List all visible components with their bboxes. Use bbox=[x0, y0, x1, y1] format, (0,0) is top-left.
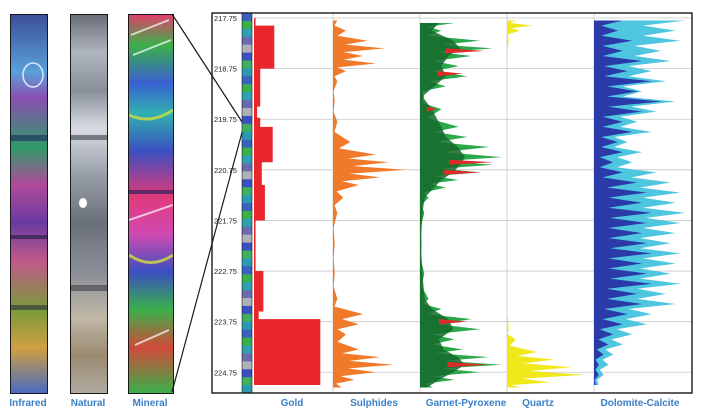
core-strip-segment bbox=[242, 274, 252, 283]
core-strip-segment bbox=[242, 329, 252, 339]
chart-frame bbox=[211, 12, 693, 394]
garnet-pyroxene-red-spike bbox=[444, 169, 481, 175]
core-strip-segment bbox=[242, 108, 252, 117]
core-image-mineral bbox=[128, 14, 174, 394]
core-strip-segment bbox=[242, 52, 252, 61]
quartz-area bbox=[507, 20, 585, 388]
core-strip-segment bbox=[242, 203, 252, 212]
depth-tick-label: 219.75 bbox=[214, 115, 237, 124]
core-strip-segment bbox=[242, 131, 252, 141]
sulphides-area bbox=[333, 20, 407, 388]
track-label-garnet-pyroxene: Garnet-Pyroxene bbox=[425, 398, 507, 409]
core-strip-segment bbox=[242, 385, 252, 394]
garnet-pyroxene-red-spike bbox=[426, 106, 438, 112]
core-image-infrared bbox=[10, 14, 48, 394]
core-strip-segment bbox=[242, 155, 252, 164]
core-strip-segment bbox=[242, 92, 252, 101]
gold-area bbox=[254, 18, 321, 385]
core-strip-segment bbox=[242, 313, 252, 323]
core-image-natural bbox=[70, 14, 108, 394]
core-strip-segment bbox=[242, 163, 252, 172]
core-strip-segment bbox=[242, 139, 252, 149]
depth-tick-label: 223.75 bbox=[214, 318, 237, 327]
depth-ticks: 217.75 218.75 219.75 220.75 221.75 222.75 223.… bbox=[214, 14, 237, 377]
core-label-mineral: Mineral bbox=[132, 398, 168, 409]
core-strip-segment bbox=[242, 369, 252, 378]
track-label-gold: Gold bbox=[280, 398, 304, 409]
core-strip-segment bbox=[242, 179, 252, 188]
core-strip-segment bbox=[242, 20, 252, 30]
core-strip-segment bbox=[242, 147, 252, 156]
core-strip-segment bbox=[242, 250, 252, 259]
track-label-quartz: Quartz bbox=[522, 398, 554, 409]
core-strip-segment bbox=[242, 266, 252, 275]
mini-core-strip bbox=[241, 12, 253, 394]
core-strip-segment bbox=[242, 258, 252, 267]
track-label-dolomite-calcite: Dolomite-Calcite bbox=[600, 398, 680, 409]
core-strip-segment bbox=[242, 321, 252, 331]
core-strip-segment bbox=[242, 377, 252, 386]
core-strip-segment bbox=[242, 123, 252, 133]
depth-tick-label: 220.75 bbox=[214, 166, 237, 175]
tracks-layer bbox=[254, 18, 686, 388]
core-strip-segment bbox=[242, 36, 252, 46]
core-strip-segment bbox=[242, 298, 252, 307]
depth-tick-label: 224.75 bbox=[214, 368, 237, 377]
core-strip-segment bbox=[242, 76, 252, 85]
core-strip-segment bbox=[242, 210, 252, 220]
garnet-pyroxene-dark-area bbox=[420, 23, 465, 388]
core-strip-segment bbox=[242, 100, 252, 109]
core-strip-segment bbox=[242, 13, 252, 22]
core-strip-segment bbox=[242, 115, 252, 125]
core-strip-segment bbox=[242, 44, 252, 54]
core-strip-segment bbox=[242, 290, 252, 299]
core-strip-segment bbox=[242, 361, 252, 370]
garnet-pyroxene-red-spike bbox=[445, 48, 485, 54]
core-strip-segment bbox=[242, 28, 252, 38]
calcite-area bbox=[594, 20, 662, 385]
mineral-core-pattern bbox=[129, 15, 173, 393]
depth-tick-label: 222.75 bbox=[214, 267, 237, 276]
core-strip-segment bbox=[242, 234, 252, 244]
garnet-pyroxene-red-spike bbox=[437, 71, 463, 77]
core-label-infrared: Infrared bbox=[9, 398, 47, 409]
core-strip-segment bbox=[242, 282, 252, 291]
natural-core-pattern bbox=[71, 15, 107, 393]
core-strip-segment bbox=[242, 337, 252, 346]
core-strip-segment bbox=[242, 353, 252, 362]
core-strip-segment bbox=[242, 345, 252, 354]
garnet-pyroxene-red-spike bbox=[438, 319, 468, 325]
core-strip-segment bbox=[242, 305, 252, 315]
core-strip-segment bbox=[242, 242, 252, 251]
infrared-core-pattern bbox=[11, 15, 47, 393]
core-strip-segment bbox=[242, 68, 252, 77]
track-label-sulphides: Sulphides bbox=[350, 398, 398, 409]
depth-tick-label: 217.75 bbox=[214, 14, 237, 23]
garnet-pyroxene-red-spike bbox=[449, 159, 494, 165]
core-label-natural: Natural bbox=[70, 398, 106, 409]
depth-tick-label: 218.75 bbox=[214, 65, 237, 74]
core-strip-segment bbox=[242, 171, 252, 180]
core-strip-segment bbox=[242, 226, 252, 236]
garnet-pyroxene-red-spike bbox=[447, 362, 489, 368]
core-strip-segment bbox=[242, 84, 252, 93]
core-strip-segment bbox=[242, 187, 252, 196]
core-strip-segment bbox=[242, 195, 252, 204]
depth-tick-label: 221.75 bbox=[214, 216, 237, 225]
core-strip-segment bbox=[242, 218, 252, 228]
core-strip-segment bbox=[242, 60, 252, 69]
